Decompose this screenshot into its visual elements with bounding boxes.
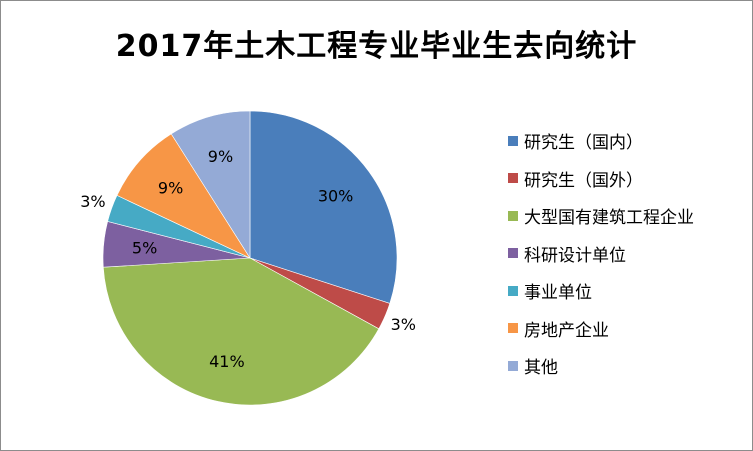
- pie-labels: 30% 3% 41% 5% 3% 9% 9%: [80, 147, 416, 371]
- legend-item-4: 科研设计单位: [508, 235, 748, 273]
- legend-label-4: 科研设计单位: [524, 245, 626, 266]
- legend-swatch-7: [508, 360, 518, 371]
- legend-swatch-3: [508, 210, 518, 221]
- legend-item-7: 其他: [508, 347, 748, 385]
- legend-label-3: 大型国有建筑工程企业: [524, 208, 694, 229]
- legend-item-5: 事业单位: [508, 272, 748, 310]
- legend-swatch-4: [508, 248, 518, 259]
- slice-label-4: 5%: [132, 239, 157, 258]
- legend: 研究生（国内） 研究生（国外） 大型国有建筑工程企业 科研设计单位 事业单位房地产企业其…: [508, 122, 748, 385]
- slice-label-6: 9%: [158, 179, 183, 198]
- legend-label-7: 其他: [524, 358, 558, 379]
- legend-label-6: 房地产企业: [524, 320, 609, 341]
- legend-label-2: 研究生（国外）: [524, 170, 643, 191]
- slice-label-1: 30%: [318, 186, 354, 205]
- pie-slice-7: [170, 110, 251, 260]
- slice-label-7: 9%: [208, 147, 233, 166]
- legend-swatch-6: [508, 323, 518, 334]
- slice-label-3: 41%: [209, 352, 245, 371]
- legend-item-2: 研究生（国外）: [508, 160, 748, 198]
- legend-swatch-1: [508, 135, 518, 146]
- pie-slice-1: [249, 110, 398, 304]
- legend-item-1: 研究生（国内）: [508, 122, 748, 160]
- legend-label-1: 研究生（国内）: [524, 133, 643, 154]
- pie-slice-6: [116, 133, 251, 259]
- pie-slice-3: [102, 257, 380, 406]
- legend-label-5: 事业单位: [524, 283, 592, 304]
- slice-label-2: 3%: [391, 315, 416, 334]
- pie-slices: [102, 110, 398, 406]
- legend-swatch-2: [508, 173, 518, 184]
- legend-swatch-5: [508, 285, 518, 296]
- chart-title: 2017年土木工程专业毕业生去向统计: [115, 29, 638, 64]
- legend-item-3: 大型国有建筑工程企业: [508, 197, 748, 235]
- legend-item-6: 房地产企业: [508, 310, 748, 348]
- slice-label-5: 3%: [80, 192, 105, 211]
